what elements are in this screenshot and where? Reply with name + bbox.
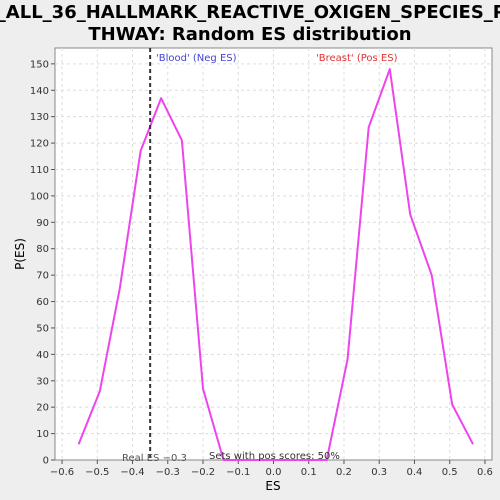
x-tick-label: −0.6 bbox=[50, 467, 74, 478]
x-tick-label: −0.5 bbox=[85, 467, 109, 478]
x-tick-label: −0.3 bbox=[156, 467, 180, 478]
x-tick-label: −0.1 bbox=[226, 467, 250, 478]
x-tick-label: 0.6 bbox=[477, 467, 493, 478]
y-tick-label: 130 bbox=[30, 112, 49, 123]
y-tick-label: 120 bbox=[30, 139, 49, 150]
x-axis-label: ES bbox=[265, 479, 280, 493]
grid-lines bbox=[55, 48, 492, 460]
x-tick-label: 0.0 bbox=[266, 467, 282, 478]
annotation-pos-scores: Sets with pos scores: 50% bbox=[209, 451, 340, 462]
chart-title-line1: H_ALL_36_HALLMARK_REACTIVE_OXIGEN_SPECIE… bbox=[0, 2, 500, 23]
x-tick-label: 0.3 bbox=[371, 467, 387, 478]
chart-title-line2: THWAY: Random ES distribution bbox=[88, 24, 411, 45]
y-tick-label: 70 bbox=[36, 271, 49, 282]
y-tick-label: 140 bbox=[30, 86, 49, 97]
series-group bbox=[77, 68, 474, 461]
x-tick-label: −0.2 bbox=[191, 467, 215, 478]
y-axis-ticks: 0 10 20 30 40 50 60 70 80 90 100 110 120 130 140 150 bbox=[30, 59, 55, 467]
real-es-label: Real ES −0.3 bbox=[122, 453, 187, 464]
y-tick-label: 100 bbox=[30, 191, 49, 202]
x-axis-ticks: −0.6 −0.5 −0.4 −0.3 −0.2 −0.1 0.0 0.1 0.2 0.3 0.4 0… bbox=[50, 460, 493, 478]
y-tick-label: 90 bbox=[36, 218, 49, 229]
annotation-neg-es: 'Blood' (Neg ES) bbox=[156, 53, 237, 64]
y-axis-label: P(ES) bbox=[13, 238, 27, 270]
y-tick-label: 150 bbox=[30, 59, 49, 70]
x-tick-label: 0.4 bbox=[407, 467, 423, 478]
y-tick-label: 80 bbox=[36, 244, 49, 255]
y-tick-label: 40 bbox=[36, 350, 49, 361]
x-tick-label: 0.2 bbox=[336, 467, 352, 478]
y-tick-label: 60 bbox=[36, 297, 49, 308]
x-tick-label: 0.1 bbox=[301, 467, 317, 478]
y-tick-label: 0 bbox=[43, 456, 49, 467]
y-tick-label: 20 bbox=[36, 403, 49, 414]
annotation-pos-es: 'Breast' (Pos ES) bbox=[316, 53, 398, 64]
x-tick-label: −0.4 bbox=[120, 467, 144, 478]
es-distribution-line bbox=[77, 68, 474, 461]
y-tick-label: 50 bbox=[36, 323, 49, 334]
x-tick-label: 0.5 bbox=[442, 467, 458, 478]
y-tick-label: 10 bbox=[36, 429, 49, 440]
y-tick-label: 30 bbox=[36, 376, 49, 387]
y-tick-label: 110 bbox=[30, 165, 49, 176]
